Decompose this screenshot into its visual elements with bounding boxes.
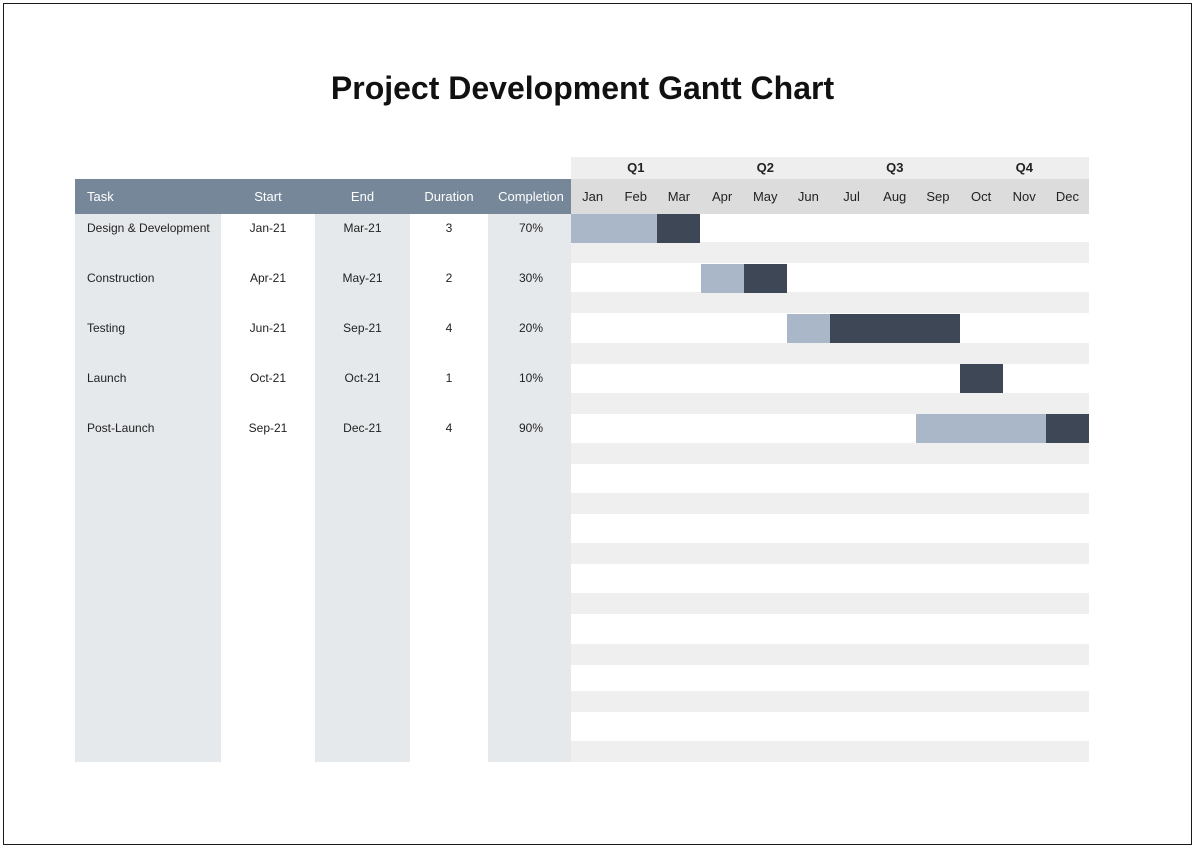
end-date-cell: Sep-21 <box>343 321 382 335</box>
month-label: Sep <box>926 189 950 204</box>
month-label: Mar <box>667 189 691 204</box>
end-date-cell: Oct-21 <box>344 371 381 385</box>
end-column-shade <box>315 214 410 762</box>
row-stripe <box>571 691 1089 712</box>
gantt-bar-progress <box>830 314 960 343</box>
row-stripe <box>571 292 1089 313</box>
completion-column-shade <box>488 214 571 762</box>
start-date-cell: Jun-21 <box>249 321 287 335</box>
task-name-cell: Launch <box>87 371 127 385</box>
gantt-bar-planned <box>916 414 1046 443</box>
month-label: Nov <box>1012 189 1036 204</box>
header-duration: Duration <box>424 189 474 204</box>
duration-cell: 4 <box>445 421 453 435</box>
month-label: Oct <box>970 189 992 204</box>
row-stripe <box>571 741 1089 762</box>
start-date-cell: Jan-21 <box>249 221 287 235</box>
duration-cell: 4 <box>445 321 453 335</box>
completion-cell: 90% <box>518 421 544 435</box>
task-name-cell: Construction <box>87 271 155 285</box>
header-end: End <box>350 189 375 204</box>
start-date-cell: Sep-21 <box>248 421 288 435</box>
row-stripe <box>571 242 1089 263</box>
task-name-cell: Post-Launch <box>87 421 155 435</box>
duration-cell: 1 <box>445 371 453 385</box>
row-stripe <box>571 493 1089 514</box>
quarter-label: Q3 <box>886 160 904 175</box>
gantt-bar-progress <box>1045 414 1089 443</box>
header-completion: Completion <box>498 189 564 204</box>
duration-cell: 3 <box>445 221 453 235</box>
quarter-label: Q4 <box>1015 160 1033 175</box>
task-name-cell: Testing <box>87 321 126 335</box>
task-column-shade <box>75 214 221 762</box>
header-task: Task <box>87 189 114 204</box>
task-name-cell: Design & Development <box>87 221 210 235</box>
table-header <box>75 179 571 214</box>
month-label: Feb <box>624 189 647 204</box>
header-start: Start <box>254 189 282 204</box>
month-label: Aug <box>883 189 907 204</box>
quarter-header <box>571 157 1089 179</box>
row-stripe <box>571 543 1089 564</box>
gantt-bar-planned <box>786 314 830 343</box>
row-stripe <box>571 393 1089 414</box>
month-label: May <box>752 189 778 204</box>
completion-cell: 30% <box>518 271 544 285</box>
gantt-bar-planned <box>571 214 658 243</box>
row-stripe <box>571 644 1089 665</box>
start-date-cell: Oct-21 <box>249 371 286 385</box>
month-header <box>571 179 1089 214</box>
start-date-cell: Apr-21 <box>249 271 287 285</box>
quarter-label: Q1 <box>627 160 645 175</box>
month-label: Jan <box>582 189 604 204</box>
month-label: Jun <box>797 189 819 204</box>
gantt-bar-progress <box>743 264 787 293</box>
duration-cell: 2 <box>445 271 453 285</box>
gantt-bar-progress <box>959 364 1003 393</box>
page-title: Project Development Gantt Chart <box>330 70 835 106</box>
row-stripe <box>571 343 1089 364</box>
month-label: Apr <box>711 189 733 204</box>
row-stripe <box>571 443 1089 464</box>
gantt-bar-progress <box>657 214 701 243</box>
completion-cell: 70% <box>518 221 544 235</box>
month-label: Dec <box>1055 189 1079 204</box>
end-date-cell: Dec-21 <box>343 421 382 435</box>
quarter-label: Q2 <box>756 160 774 175</box>
completion-cell: 10% <box>518 371 544 385</box>
end-date-cell: May-21 <box>342 271 383 285</box>
row-stripe <box>571 593 1089 614</box>
month-label: Jul <box>843 189 860 204</box>
completion-cell: 20% <box>518 321 544 335</box>
end-date-cell: Mar-21 <box>343 221 382 235</box>
gantt-bar-planned <box>700 264 744 293</box>
